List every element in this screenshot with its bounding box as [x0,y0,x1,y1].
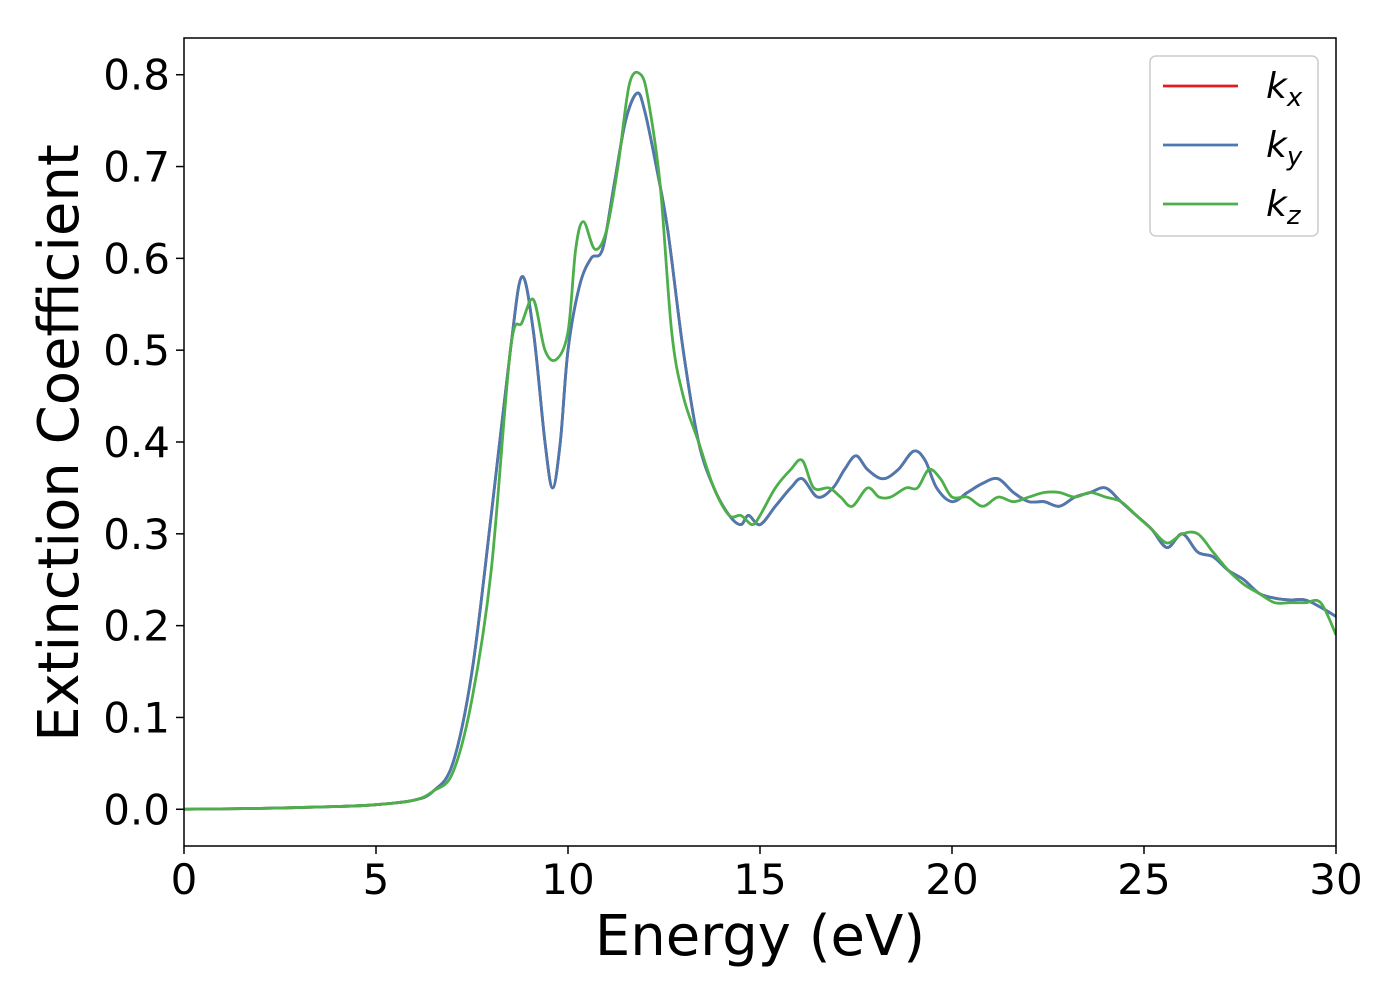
x-axis-label: Energy (eV) [595,904,925,969]
y-tick-label: 0.3 [103,510,170,559]
legend-label-subscript: y [1286,142,1303,172]
legend-label-kx: kx [1266,66,1303,113]
series-line-kz [184,70,1336,811]
y-axis-label: Extinction Coefficient [27,144,92,742]
y-tick-label: 0.2 [103,602,170,651]
series-layer [184,70,1336,811]
x-tick-label: 0 [171,855,198,904]
y-tick-label: 0.5 [103,326,170,375]
axes-layer: 0 5 10 15 20 25 30 0.0 0.1 0.2 0.3 0.4 0.5 0.6 0.7 0.8 [103,51,1363,904]
legend-label-ky: ky [1266,125,1303,172]
x-tick-label: 5 [363,855,390,904]
legend-label-subscript: x [1286,83,1303,113]
y-tick-label: 0.7 [103,143,170,192]
x-tick-label: 20 [925,855,978,904]
legend-label-subscript: z [1286,201,1302,231]
y-tick-label: 0.0 [103,785,170,834]
frame-layer [183,37,1337,847]
x-tick-label: 25 [1117,855,1170,904]
legend-label-main: k [1266,66,1289,107]
x-tick-label: 15 [733,855,786,904]
legend-label-kz: kz [1266,184,1302,231]
legend-label-main: k [1266,184,1289,225]
y-tick-label: 0.8 [103,51,170,100]
y-tick-label: 0.4 [103,418,170,467]
x-tick-label: 30 [1309,855,1362,904]
y-tick-label: 0.1 [103,693,170,742]
y-tick-label: 0.6 [103,234,170,283]
x-tick-label: 10 [541,855,594,904]
legend-label-main: k [1266,125,1289,166]
plot-frame [183,37,1337,847]
